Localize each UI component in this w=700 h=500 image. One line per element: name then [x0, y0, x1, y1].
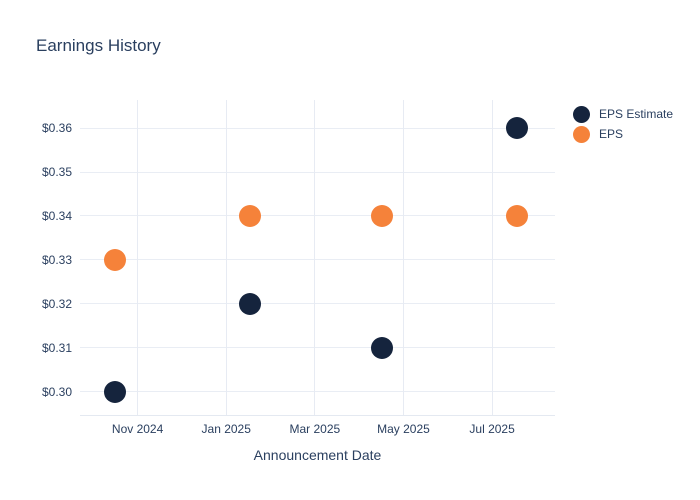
- x-gridline: [314, 100, 316, 415]
- y-gridline: [80, 347, 555, 349]
- y-gridline: [80, 215, 555, 217]
- eps-estimate-marker-icon: [573, 105, 590, 123]
- y-gridline: [80, 127, 555, 129]
- x-axis-title: Announcement Date: [253, 447, 382, 463]
- y-tick-label: $0.33: [41, 252, 72, 267]
- x-gridline: [402, 100, 404, 415]
- chart-title: Earnings History: [36, 36, 161, 55]
- legend-item-eps[interactable]: EPS: [573, 124, 673, 144]
- eps-estimate-point[interactable]: [104, 380, 127, 403]
- eps-marker-icon: [573, 125, 590, 143]
- x-tick-label: Jul 2025: [469, 422, 515, 436]
- y-gridline: [80, 259, 555, 261]
- y-gridline: [80, 391, 555, 393]
- x-tick-label: Nov 2024: [111, 422, 164, 436]
- y-tick-label: $0.36: [41, 121, 72, 136]
- x-tick-label: May 2025: [377, 422, 430, 436]
- eps-point[interactable]: [104, 248, 127, 271]
- legend-label-eps: EPS: [599, 127, 624, 141]
- eps-estimate-point[interactable]: [371, 336, 394, 359]
- x-axis-line: [80, 415, 555, 416]
- x-gridline: [491, 100, 493, 415]
- x-gridline: [225, 100, 227, 415]
- y-gridline: [80, 303, 555, 305]
- eps-estimate-point[interactable]: [505, 117, 528, 140]
- legend: EPS Estimate EPS: [573, 104, 673, 144]
- eps-point[interactable]: [371, 204, 394, 227]
- y-tick-label: $0.31: [41, 340, 72, 355]
- x-tick-label: Mar 2025: [289, 422, 341, 436]
- y-tick-label: $0.35: [41, 165, 72, 180]
- y-tick-label: $0.32: [41, 296, 72, 311]
- legend-label-eps-estimate: EPS Estimate: [599, 107, 674, 121]
- y-gridline: [80, 171, 555, 173]
- x-tick-label: Jan 2025: [201, 422, 251, 436]
- y-tick-label: $0.30: [41, 384, 72, 399]
- y-tick-label: $0.34: [41, 208, 72, 223]
- x-gridline: [137, 100, 139, 415]
- eps-estimate-point[interactable]: [238, 292, 261, 315]
- eps-point[interactable]: [505, 204, 528, 227]
- eps-point[interactable]: [238, 204, 261, 227]
- legend-item-eps-estimate[interactable]: EPS Estimate: [573, 104, 673, 124]
